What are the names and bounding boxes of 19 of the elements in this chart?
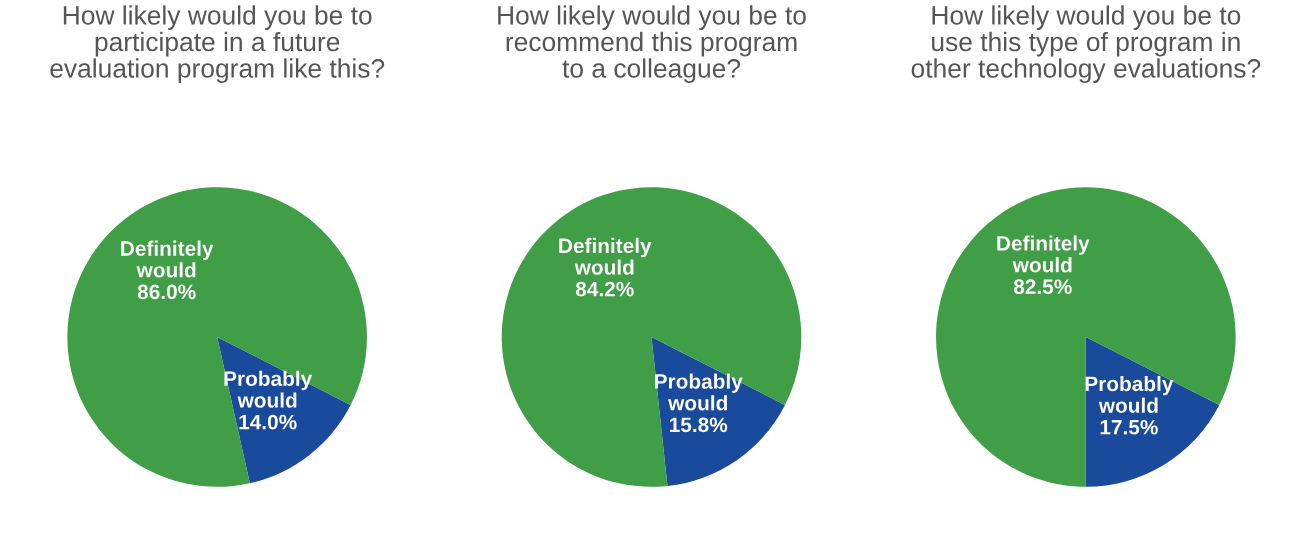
- slice-label: Definitely would: [997, 235, 1090, 273]
- slice-label: Definitely would: [121, 240, 214, 278]
- chart-title: How likely would you be to recommend this program to a colleague?: [498, 5, 806, 83]
- data-label: 82.5%: [1013, 279, 1072, 295]
- data-label: 86.0%: [137, 284, 196, 300]
- pie-slice: [501, 187, 802, 487]
- slice-label: Definitely would: [559, 237, 652, 275]
- slice-label: Probably would: [1085, 375, 1174, 413]
- chart-title: How likely would you be to participate in a future evaluation program like this?: [50, 5, 385, 83]
- data-label: 84.2%: [575, 281, 634, 297]
- chart-title: How likely would you be to use this type of program in other technology evaluations?: [911, 5, 1261, 83]
- pie-slice: [936, 187, 1236, 487]
- pie-slice: [67, 187, 367, 487]
- slice-label: Probably would: [655, 373, 743, 411]
- data-label: 17.5%: [1100, 419, 1158, 435]
- pie-slice: [1085, 337, 1220, 487]
- data-label: 15.8%: [670, 417, 728, 433]
- slice-label: Probably would: [224, 370, 313, 408]
- data-label: 14.0%: [239, 414, 297, 430]
